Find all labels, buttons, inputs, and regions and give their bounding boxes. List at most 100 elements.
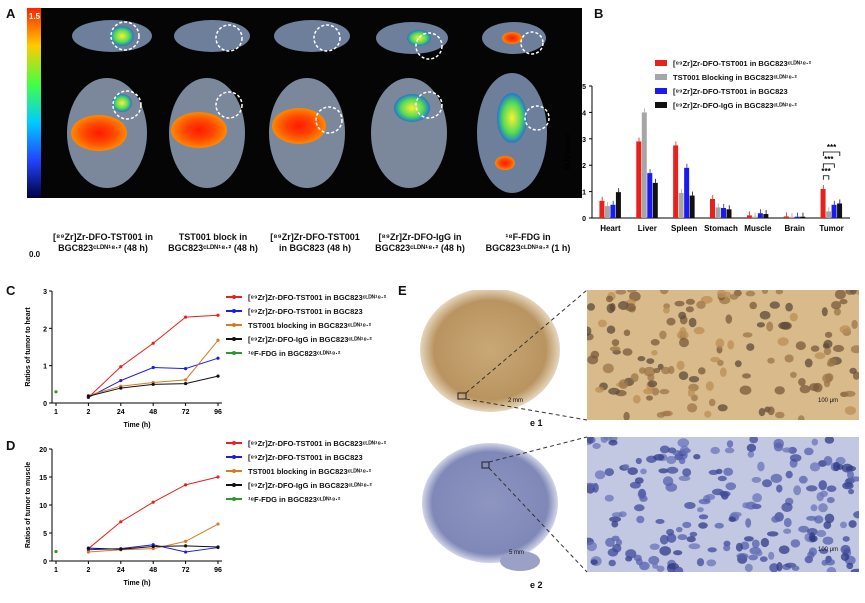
data-point: [86, 546, 90, 550]
bar: [615, 192, 621, 218]
cell-nucleus: [658, 468, 669, 474]
cell-nucleus: [777, 337, 789, 346]
cell-nucleus: [842, 536, 850, 542]
cell-nucleus: [747, 451, 755, 458]
histology-e1-overview: [408, 290, 573, 420]
bar: [757, 213, 763, 218]
cell-nucleus: [710, 356, 721, 363]
bar: [826, 211, 832, 218]
cell-nucleus: [632, 394, 641, 404]
cell-nucleus: [622, 464, 630, 470]
bar: [789, 216, 795, 218]
cell-nucleus: [623, 329, 631, 337]
cell-nucleus: [635, 457, 642, 465]
cell-nucleus: [659, 534, 669, 545]
cell-nucleus: [605, 295, 614, 303]
bar: [652, 182, 658, 218]
cell-nucleus: [666, 533, 677, 543]
cell-nucleus: [762, 479, 772, 488]
bar: [820, 188, 826, 218]
y-tick-label: 20: [39, 447, 47, 454]
legend-item: [⁸⁹Zr]Zr-DFO-TST001 in BGC823: [226, 304, 386, 318]
y-axis-label: Ratios of tumor to heart: [25, 307, 32, 387]
cell-nucleus: [742, 332, 753, 338]
bar: [721, 207, 726, 218]
colorbar: [27, 8, 41, 198]
cell-nucleus: [840, 544, 851, 554]
mouse-3: [269, 20, 350, 188]
cell-nucleus: [766, 321, 774, 332]
y-tick-label: 0: [582, 216, 586, 223]
legend-item: [⁸⁹Zr]Zr-DFO-TST001 in BGC823ᶜᴸᴰᴺ¹⁸·²: [655, 56, 811, 70]
cell-nucleus: [611, 520, 619, 528]
cell-nucleus: [698, 514, 709, 520]
data-point: [184, 315, 188, 319]
cell-nucleus: [712, 488, 724, 496]
cell-nucleus: [744, 563, 753, 572]
cell-nucleus: [646, 395, 653, 401]
cell-nucleus: [609, 516, 622, 523]
legend-label: [⁸⁹Zr]Zr-DFO-TST001 in BGC823ᶜᴸᴰᴺ¹⁸·²: [248, 438, 387, 448]
x-tick-label: 48: [149, 567, 157, 574]
cell-nucleus: [840, 521, 847, 529]
cell-nucleus: [798, 525, 809, 533]
cell-nucleus: [831, 301, 842, 310]
cell-nucleus: [767, 406, 775, 416]
cell-nucleus: [673, 566, 684, 572]
cell-nucleus: [637, 356, 646, 362]
legend-line: [226, 482, 242, 487]
legend-label: ¹⁸F-FDG in BGC823ᶜᴸᴰᴺ¹⁸·²: [248, 494, 341, 504]
cell-nucleus: [698, 367, 706, 375]
cell-nucleus: [590, 559, 598, 565]
mouse-2: [169, 20, 250, 188]
cell-nucleus: [848, 520, 857, 528]
cell-nucleus: [587, 482, 597, 489]
cell-nucleus: [807, 551, 815, 559]
data-point: [151, 500, 155, 504]
cell-nucleus: [636, 515, 645, 524]
cell-nucleus: [705, 381, 714, 391]
data-point: [216, 313, 220, 317]
bar: [636, 141, 642, 218]
cell-nucleus: [714, 522, 724, 529]
cell-nucleus: [770, 473, 783, 483]
cell-nucleus: [816, 492, 824, 502]
cell-nucleus: [717, 475, 727, 482]
pet-images: [27, 8, 550, 198]
cell-nucleus: [666, 317, 676, 326]
bar: [726, 209, 732, 218]
cell-nucleus: [844, 406, 856, 415]
cell-nucleus: [818, 480, 827, 490]
cell-nucleus: [630, 373, 639, 383]
cell-nucleus: [678, 371, 689, 380]
cell-nucleus: [606, 325, 616, 334]
legend-swatch: [655, 88, 667, 94]
data-point: [216, 374, 220, 378]
cell-nucleus: [816, 529, 827, 538]
cell-nucleus: [708, 469, 719, 475]
cell-nucleus: [608, 439, 618, 446]
cell-nucleus: [739, 385, 752, 395]
data-point: [151, 547, 155, 551]
cell-nucleus: [748, 554, 758, 561]
legend-label: ¹⁸F-FDG in BGC823ᶜᴸᴰᴺ¹⁸·²: [248, 348, 341, 358]
cell-nucleus: [776, 484, 783, 493]
label-e1: e 1: [530, 418, 543, 428]
data-point: [216, 475, 220, 479]
data-point: [119, 547, 123, 551]
cell-nucleus: [682, 468, 692, 477]
legend-label: [⁸⁹Zr]Zr-DFO-IgG in BGC823ᶜᴸᴰᴺ¹⁸·²: [248, 480, 372, 490]
cell-nucleus: [678, 457, 686, 465]
significance-label: ***: [827, 143, 837, 152]
cell-nucleus: [832, 344, 845, 353]
scale-e2-low: 5 mm: [509, 550, 524, 556]
cell-nucleus: [661, 366, 671, 375]
cell-nucleus: [784, 354, 794, 363]
panel-label-b: B: [594, 6, 604, 21]
cell-nucleus: [728, 516, 736, 522]
cell-nucleus: [751, 476, 762, 483]
panel-label-c: C: [6, 283, 16, 298]
cell-nucleus: [677, 534, 688, 541]
legend-item: [⁸⁹Zr]Zr-DFO-TST001 in BGC823ᶜᴸᴰᴺ¹⁸·²: [226, 290, 386, 304]
cell-nucleus: [843, 390, 856, 397]
